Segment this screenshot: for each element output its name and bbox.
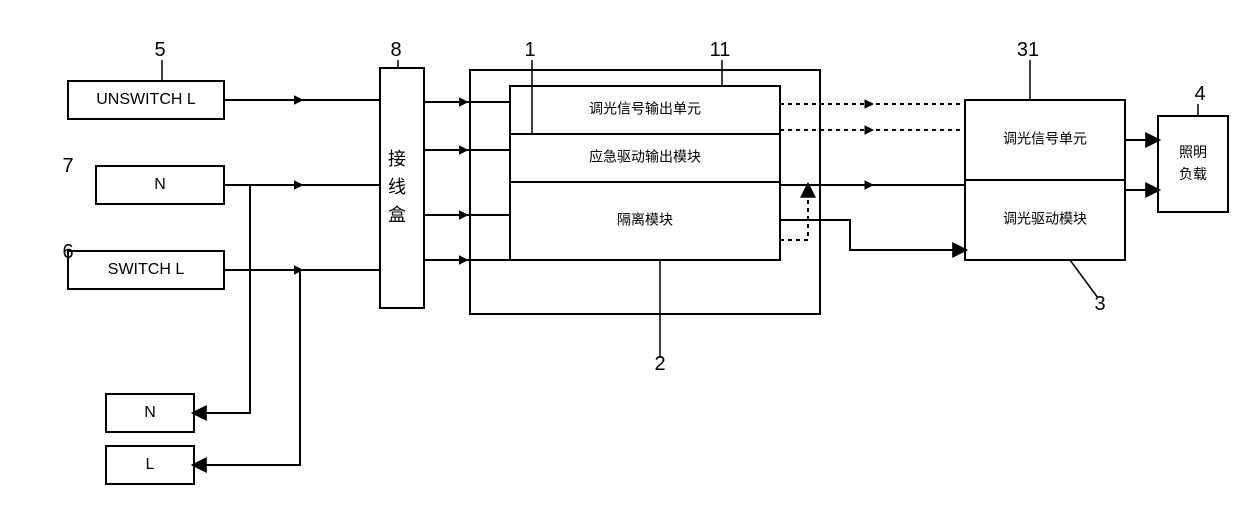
box-n1-label: N <box>154 176 166 193</box>
box-junction: 接线盒 <box>380 68 424 308</box>
arrow-dimout-to-dimunit-2 <box>780 125 965 135</box>
box-junction-label: 接线盒 <box>388 149 416 225</box>
box-switch: SWITCH L <box>68 251 224 289</box>
arrow-jb-out-1 <box>424 97 510 107</box>
box-l2-label: L <box>146 456 155 473</box>
box-unswitch: UNSWITCH L <box>68 81 224 119</box>
box-iso-label: 隔离模块 <box>617 212 673 228</box>
label-lbl7: 7 <box>62 155 73 177</box>
box-load-rect <box>1158 116 1228 212</box>
arrow-sw-to-jb <box>224 265 380 275</box>
box-emerg: 应急驱动输出模块 <box>510 134 780 182</box>
arrow-sw-branch-down <box>194 270 300 465</box>
pointer-p3 <box>1070 260 1098 298</box>
box-dimunit-label: 调光信号单元 <box>1003 131 1087 147</box>
box-n2: N <box>106 394 194 432</box>
box-emerg-label: 应急驱动输出模块 <box>589 149 701 165</box>
box-load-label: 照明负载 <box>1179 144 1207 182</box>
label-lbl6: 6 <box>62 241 73 263</box>
box-l2: L <box>106 446 194 484</box>
label-lbl31: 31 <box>1017 39 1039 61</box>
arrow-n-to-jb <box>224 180 380 190</box>
box-load: 照明负载 <box>1158 116 1228 212</box>
arrow-iso-to-emerg-feedback <box>780 185 808 240</box>
box-dimout: 调光信号输出单元 <box>510 86 780 134</box>
box-dimout-label: 调光信号输出单元 <box>589 101 701 117</box>
box-iso: 隔离模块 <box>510 182 780 260</box>
box-switch-label: SWITCH L <box>108 261 185 278</box>
label-lbl1: 1 <box>524 39 535 61</box>
label-lbl4: 4 <box>1194 83 1205 105</box>
box-dimdrv-label: 调光驱动模块 <box>1003 211 1087 227</box>
arrow-jb-out-3 <box>424 210 510 220</box>
arrow-unsw-to-jb <box>224 95 380 105</box>
box-n1: N <box>96 166 224 204</box>
box-unswitch-label: UNSWITCH L <box>96 91 196 108</box>
box-dimdrv: 调光驱动模块 <box>965 180 1125 260</box>
arrow-n-branch-down <box>194 185 250 413</box>
box-dimunit: 调光信号单元 <box>965 100 1125 180</box>
arrow-jb-out-2 <box>424 145 510 155</box>
arrow-jb-out-4 <box>424 255 510 265</box>
arrow-dimout-to-dimunit-1 <box>780 99 965 109</box>
box-n2-label: N <box>144 404 156 421</box>
label-lbl8: 8 <box>390 39 401 61</box>
label-lbl11: 11 <box>710 39 731 61</box>
label-lbl5: 5 <box>154 39 165 61</box>
